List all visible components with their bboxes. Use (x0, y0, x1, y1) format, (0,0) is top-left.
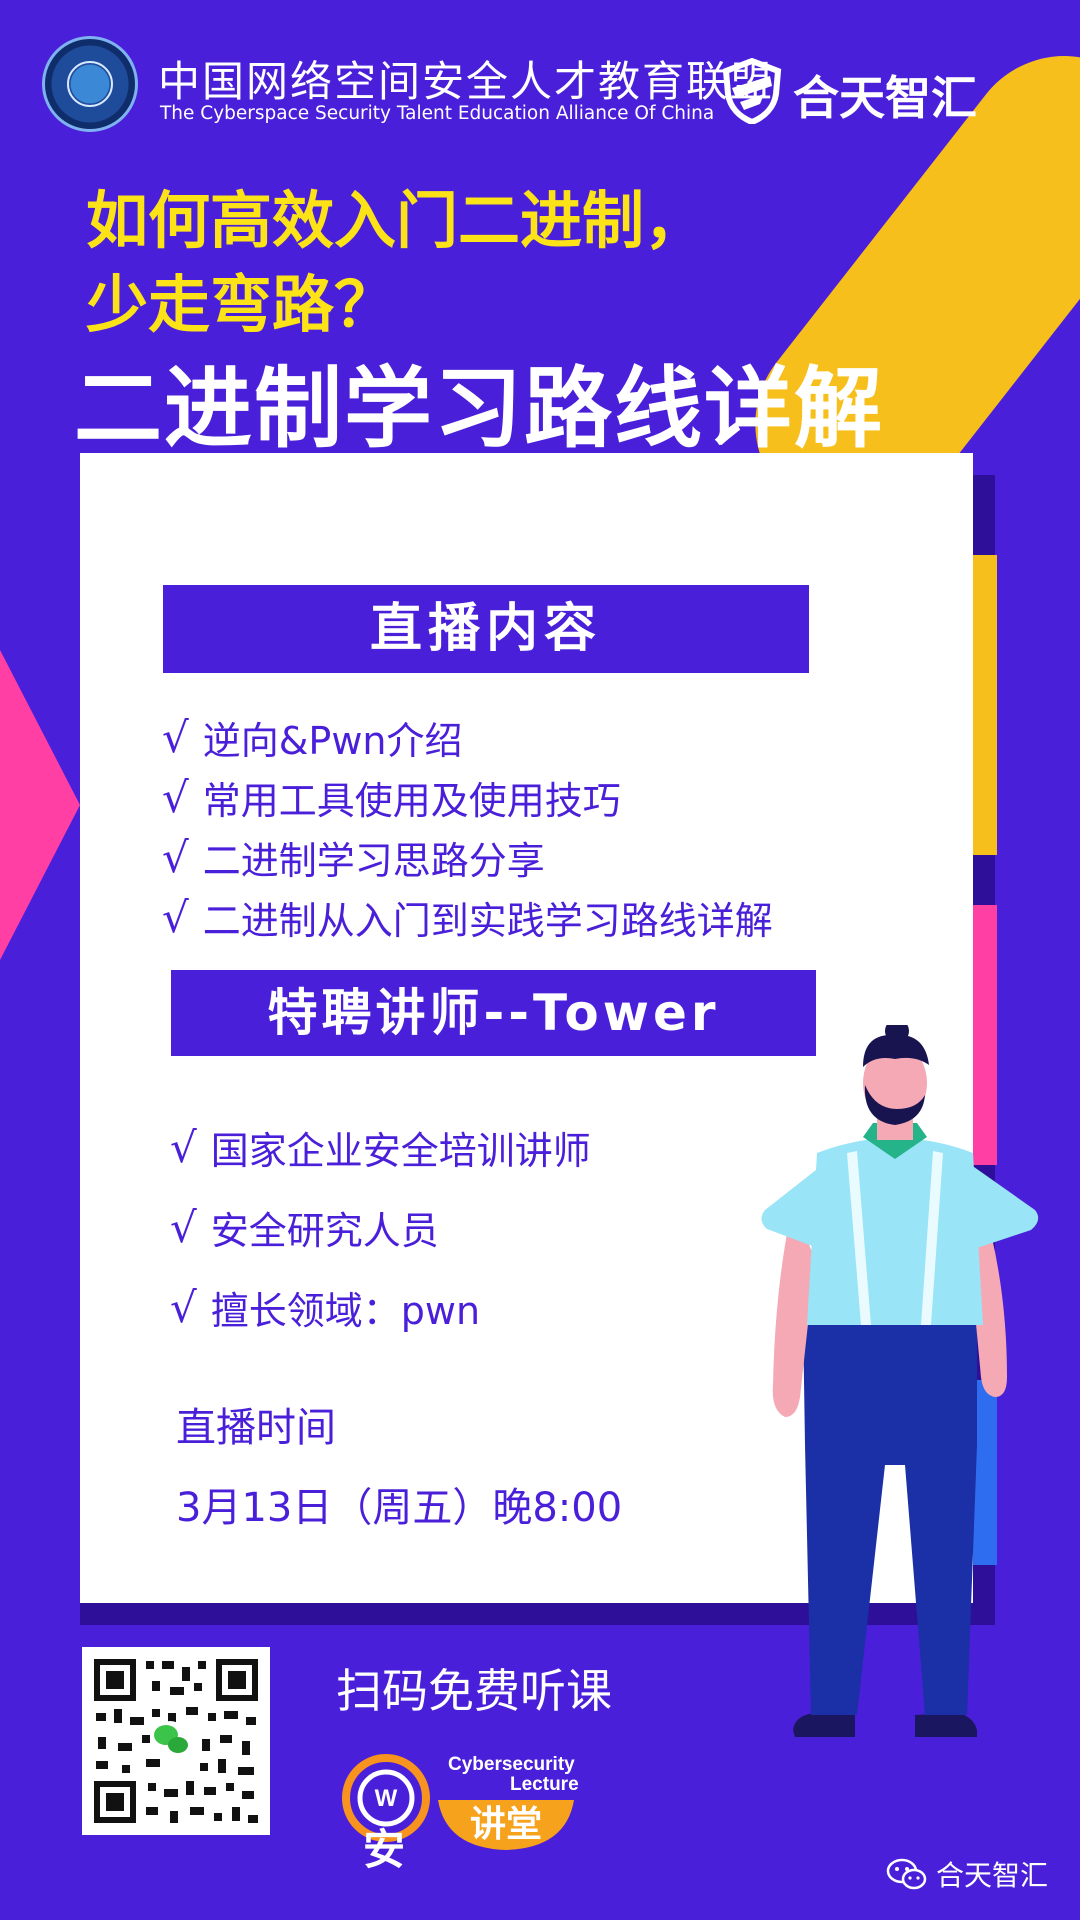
live-content-heading: 直播内容 (163, 585, 809, 673)
headline-line1: 如何高效入门二进制， (86, 184, 707, 257)
person-illustration (761, 1025, 1039, 1737)
list-item-label: 逆向&Pwn介绍 (202, 719, 463, 763)
qr-code[interactable] (82, 1647, 270, 1835)
wechat-icon (152, 1721, 188, 1757)
list-item-label: 二进制学习思路分享 (202, 839, 545, 883)
list-item: √ 逆向&Pwn介绍 (162, 710, 462, 765)
list-item: √ 安全研究人员 (170, 1200, 439, 1255)
schedule-value: 3月13日（周五）晚8:00 (176, 1485, 623, 1531)
list-item-label: 国家企业安全培训讲师 (210, 1129, 591, 1173)
brand-name: 合天智汇 (793, 71, 977, 125)
list-item-label: 安全研究人员 (210, 1209, 439, 1253)
check-icon: √ (162, 712, 189, 762)
side-strip-yellow (973, 555, 997, 855)
schedule-label: 直播时间 (176, 1405, 336, 1451)
list-item-label: 擅长领域：pwn (210, 1289, 481, 1333)
decorative-pink-shape (0, 650, 80, 960)
wechat-account: 合天智汇 (886, 1854, 1048, 1894)
lecture-logo-jiangtang: 讲堂 (470, 1804, 542, 1845)
check-icon: √ (170, 1122, 197, 1172)
check-icon: √ (162, 832, 189, 882)
list-item: √ 二进制学习思路分享 (162, 830, 545, 885)
list-item-label: 常用工具使用及使用技巧 (202, 779, 621, 823)
check-icon: √ (162, 772, 189, 822)
alliance-logo-icon (42, 36, 138, 132)
scan-to-listen: 扫码免费听课 (336, 1664, 612, 1718)
lecture-logo-an: 安 (363, 1825, 405, 1870)
check-icon: √ (162, 892, 189, 942)
svg-text:W: W (375, 1785, 398, 1812)
lecturer-heading: 特聘讲师--Tower (171, 970, 816, 1056)
lecture-logo-en2: Lecture (510, 1774, 579, 1795)
lecture-logo-en1: Cybersecurity (448, 1754, 575, 1775)
list-item: √ 擅长领域：pwn (170, 1280, 480, 1335)
wechat-account-name: 合天智汇 (936, 1859, 1049, 1892)
list-item: √ 二进制从入门到实践学习路线详解 (162, 890, 773, 945)
headline-line2: 少走弯路？ (86, 268, 397, 341)
side-strip-pink (973, 905, 997, 1165)
wechat-icon (886, 1858, 927, 1890)
list-item: √ 常用工具使用及使用技巧 (162, 770, 621, 825)
check-icon: √ (170, 1282, 197, 1332)
alliance-name-cn: 中国网络空间安全人才教育联盟 (158, 57, 775, 106)
brand-shield-icon (722, 58, 782, 124)
check-icon: √ (170, 1202, 197, 1252)
main-title: 二进制学习路线详解 (74, 357, 885, 460)
alliance-name-en: The Cyberspace Security Talent Education… (160, 103, 715, 124)
list-item: √ 国家企业安全培训讲师 (170, 1120, 591, 1175)
list-item-label: 二进制从入门到实践学习路线详解 (202, 899, 773, 943)
lecture-logo-icon: W 安 Cybersecurity Lecture 讲堂 (342, 1754, 579, 1870)
